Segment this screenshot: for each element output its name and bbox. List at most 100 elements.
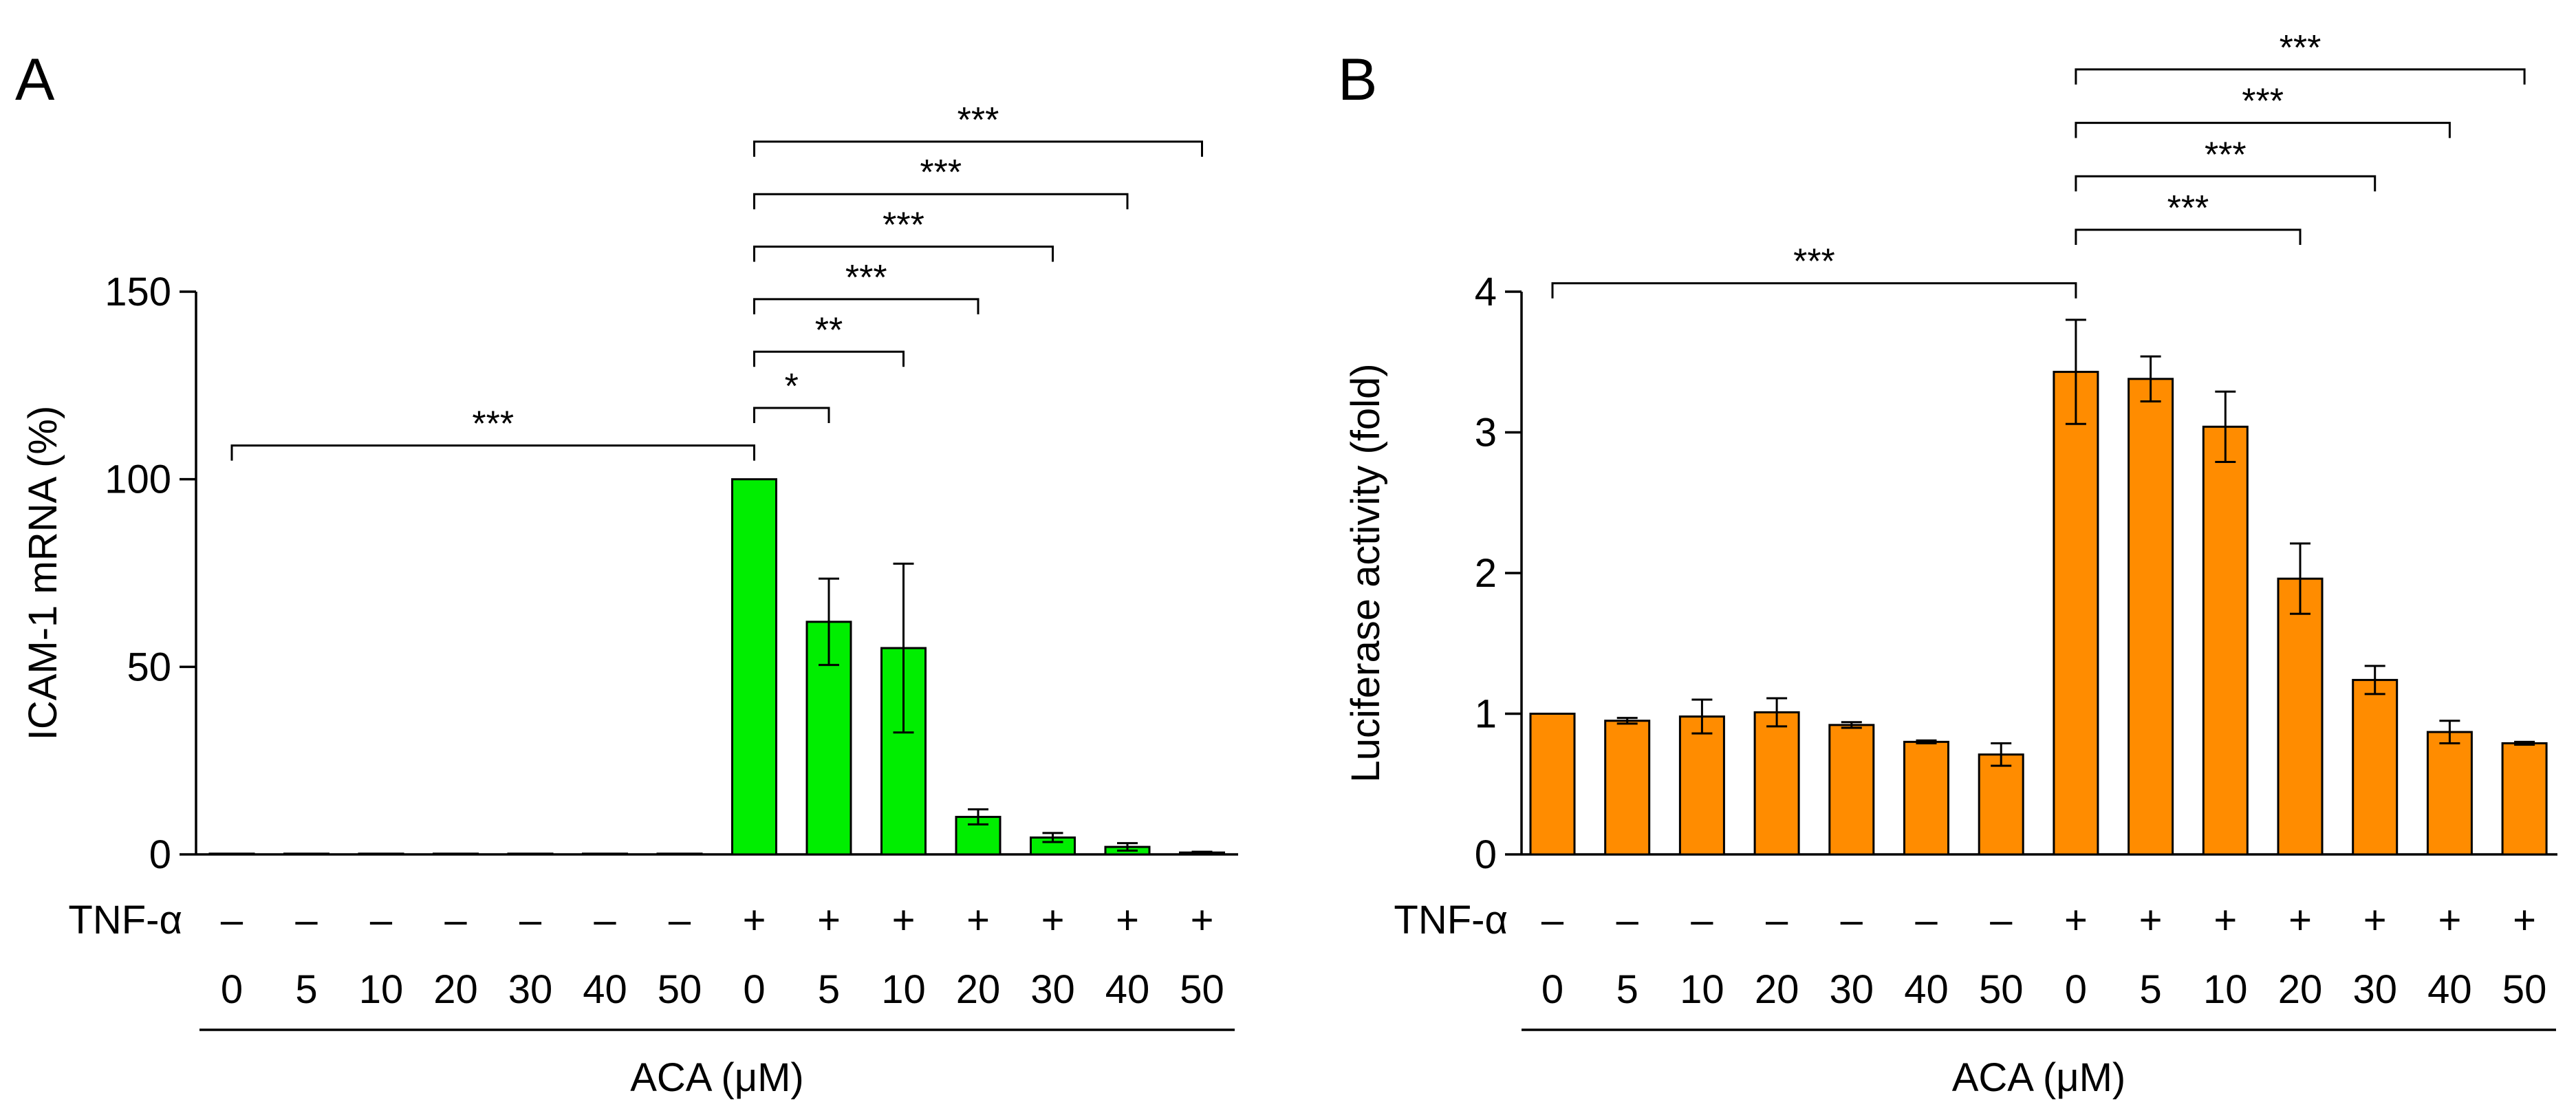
significance-label: *** [2205,135,2247,175]
x-tick-label: 5 [295,967,317,1012]
tnf-sign: + [2438,898,2461,942]
y-axis-title: Luciferase activity (fold) [1343,363,1388,782]
significance-bracket [753,246,1054,262]
significance-bracket [2075,175,2377,192]
y-tick-label: 2 [1475,551,1497,596]
bar [2501,742,2548,856]
tnf-sign: + [1116,898,1139,942]
tnf-sign: – [1691,898,1713,942]
tnf-sign: – [1541,898,1564,942]
bar [1753,711,1800,856]
tnf-sign: + [743,898,766,942]
tnf-sign: – [1915,898,1938,942]
panel-label: B [1338,47,1377,113]
bar [2053,371,2099,856]
significance-label: *** [883,206,924,246]
significance-label: *** [957,100,999,140]
x-tick-label: 30 [1030,967,1075,1012]
tnf-sign: + [2064,898,2088,942]
bar [1529,713,1576,856]
significance-bracket [2075,228,2302,246]
bar [1604,720,1651,856]
x-tick-label: 20 [433,967,478,1012]
tnf-sign: + [2214,898,2237,942]
significance-bracket [753,298,979,314]
bar [731,478,777,856]
x-tick-label: 50 [2502,967,2547,1012]
x-tick-label: 5 [2139,967,2161,1012]
x-tick-label: 0 [221,967,243,1012]
tnf-row-label: TNF-α [68,898,182,942]
x-tick-label: 10 [2203,967,2248,1012]
significance-bracket [753,350,905,367]
bar [1903,740,1949,856]
significance-label: *** [2167,188,2209,228]
bar [2202,425,2249,856]
tnf-sign: + [1041,898,1065,942]
significance-label: *** [845,258,887,298]
y-tick-label: 1 [1475,692,1497,737]
tnf-sign: – [1841,898,1863,942]
x-tick-label: 50 [658,967,702,1012]
significance-bracket [753,140,1203,157]
x-tick-label: 50 [1180,967,1224,1012]
x-tick-label: 30 [1830,967,1874,1012]
y-tick-label: 0 [1475,832,1497,877]
significance-label: *** [2242,82,2284,122]
tnf-sign: – [1990,898,2013,942]
x-tick-label: 20 [1755,967,1799,1012]
x-tick-label: 5 [1616,967,1638,1012]
tnf-sign: – [221,898,243,942]
tnf-sign: – [1616,898,1639,942]
y-tick-label: 150 [105,270,171,314]
tnf-sign: – [370,898,393,942]
significance-label: *** [920,153,962,193]
x-tick-label: 10 [359,967,404,1012]
panel-label: A [15,47,55,113]
bar [2426,731,2473,856]
tnf-sign: + [2363,898,2387,942]
bar [2128,378,2174,856]
x-tick-label: 0 [2065,967,2087,1012]
tnf-sign: + [817,898,841,942]
tnf-row-label: TNF-α [1394,898,1508,942]
x-tick-label: 0 [1541,967,1563,1012]
bar [1678,715,1725,856]
tnf-sign: – [1766,898,1788,942]
tnf-sign: + [966,898,990,942]
y-tick-label: 100 [105,457,171,502]
significance-bracket [753,193,1129,210]
x-tick-label: 0 [743,967,765,1012]
significance-label: *** [1793,242,1835,282]
significance-label: *** [472,405,514,444]
x-tick-label: 20 [956,967,1001,1012]
x-tick-label: 50 [1979,967,2024,1012]
bar [2277,577,2324,856]
bar [1978,753,2024,856]
tnf-sign: + [2513,898,2536,942]
tnf-sign: + [1191,898,1214,942]
x-axis-title: ACA (μM) [1952,1055,2126,1100]
x-tick-label: 40 [1904,967,1949,1012]
y-tick-label: 50 [127,645,171,689]
tnf-sign: + [2139,898,2163,942]
x-tick-label: 10 [881,967,926,1012]
x-tick-label: 40 [1105,967,1150,1012]
x-tick-label: 30 [508,967,553,1012]
significance-bracket [1551,282,2077,299]
tnf-sign: + [892,898,916,942]
significance-bracket [753,407,830,424]
y-tick-label: 0 [149,832,171,877]
x-tick-label: 5 [818,967,840,1012]
x-axis-title: ACA (μM) [630,1055,804,1100]
significance-bracket [2075,122,2451,138]
tnf-sign: – [519,898,542,942]
bar [1828,724,1875,856]
significance-bracket [230,444,755,461]
panel-b-chart: B 0 1 2 3 4 Luciferase activity (fold) *** *** **… [1338,28,2557,1100]
x-tick-label: 30 [2352,967,2397,1012]
significance-label: * [785,367,799,407]
bar [2352,678,2399,856]
